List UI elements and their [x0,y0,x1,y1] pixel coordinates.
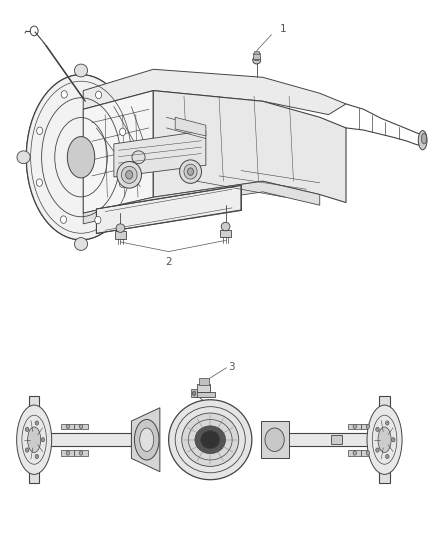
Polygon shape [50,433,131,446]
Ellipse shape [376,427,379,432]
Ellipse shape [221,222,230,231]
Polygon shape [83,91,153,213]
Ellipse shape [74,64,88,77]
Ellipse shape [182,413,239,466]
Ellipse shape [79,424,83,429]
Ellipse shape [66,424,70,429]
Ellipse shape [392,438,395,442]
Ellipse shape [201,431,220,449]
Ellipse shape [140,428,154,451]
Polygon shape [361,450,374,456]
Ellipse shape [184,164,197,179]
Polygon shape [348,424,361,429]
Polygon shape [348,450,361,456]
Ellipse shape [353,451,357,455]
Polygon shape [379,396,390,483]
Ellipse shape [418,131,427,150]
Ellipse shape [126,171,133,179]
Ellipse shape [120,128,126,135]
Text: 2: 2 [165,257,172,267]
Text: 3: 3 [229,362,235,372]
Ellipse shape [187,168,194,175]
Ellipse shape [366,451,370,455]
Polygon shape [153,91,346,203]
Ellipse shape [195,426,226,454]
Ellipse shape [117,161,141,188]
Ellipse shape [26,75,136,240]
Polygon shape [289,433,370,446]
Polygon shape [114,131,206,177]
Polygon shape [261,421,289,458]
Ellipse shape [169,400,252,480]
Ellipse shape [253,56,261,64]
Text: 1: 1 [279,25,286,34]
Ellipse shape [95,216,101,224]
Ellipse shape [421,133,427,144]
Ellipse shape [192,391,196,395]
Ellipse shape [385,421,389,425]
Polygon shape [61,424,74,429]
Ellipse shape [66,451,70,455]
Ellipse shape [265,428,284,451]
Ellipse shape [376,448,379,452]
Polygon shape [197,384,210,392]
Polygon shape [26,75,136,240]
Ellipse shape [116,224,125,232]
Ellipse shape [254,55,260,61]
Ellipse shape [74,238,88,251]
Polygon shape [83,69,346,115]
Ellipse shape [25,448,29,452]
Polygon shape [115,231,126,239]
Ellipse shape [119,180,125,188]
Polygon shape [61,450,74,456]
Polygon shape [254,51,259,54]
Ellipse shape [132,151,145,164]
Polygon shape [131,408,160,472]
Ellipse shape [61,91,67,98]
Polygon shape [175,117,206,136]
Ellipse shape [67,136,95,178]
Ellipse shape [17,405,52,474]
Ellipse shape [35,421,39,425]
Ellipse shape [353,424,357,429]
Polygon shape [331,435,342,444]
Polygon shape [361,424,374,429]
Ellipse shape [79,451,83,455]
Polygon shape [29,396,39,483]
Polygon shape [96,185,241,233]
Ellipse shape [17,151,30,164]
Ellipse shape [60,216,67,223]
Polygon shape [74,424,88,429]
Ellipse shape [134,419,159,460]
Ellipse shape [180,160,201,183]
Polygon shape [194,392,215,397]
Ellipse shape [378,427,391,453]
Ellipse shape [28,427,41,453]
Ellipse shape [37,127,43,134]
Ellipse shape [367,405,402,474]
Polygon shape [191,389,197,397]
Polygon shape [83,181,320,224]
Ellipse shape [36,179,42,187]
Ellipse shape [366,424,370,429]
Polygon shape [74,450,88,456]
Polygon shape [199,378,209,385]
Polygon shape [253,53,260,59]
Ellipse shape [385,454,389,458]
Ellipse shape [121,166,137,183]
Ellipse shape [25,427,29,432]
Ellipse shape [95,91,102,99]
Polygon shape [220,230,231,237]
Ellipse shape [35,454,39,458]
Ellipse shape [41,438,45,442]
